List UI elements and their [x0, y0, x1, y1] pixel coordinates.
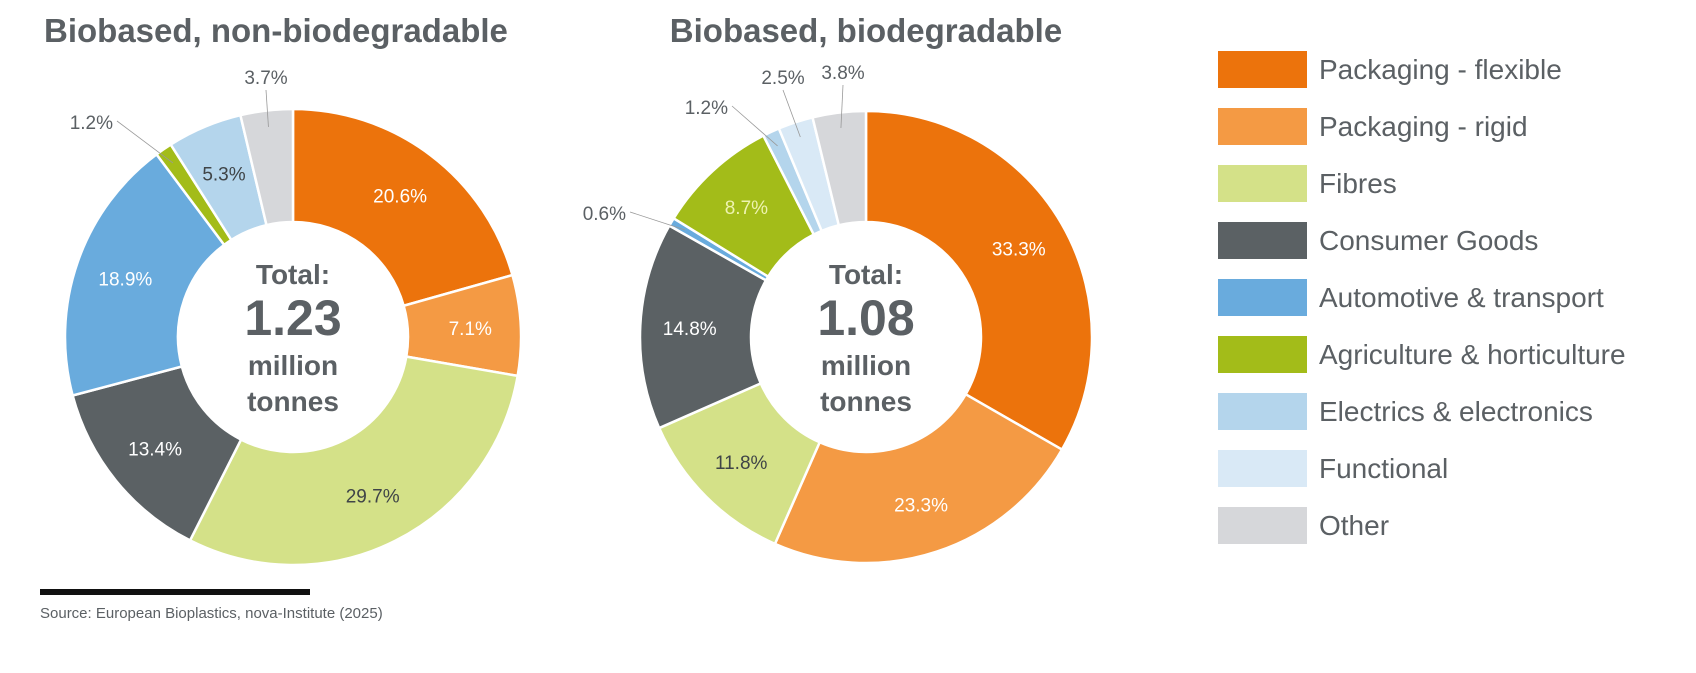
center-total-line-3: million — [248, 350, 338, 381]
slice-label: 29.7% — [346, 487, 400, 508]
chart-title-biodegradable: Biobased, biodegradable — [669, 12, 1063, 49]
legend-item: Consumer Goods — [1218, 222, 1626, 259]
center-total-line-2: 1.23 — [244, 290, 341, 346]
slice-label: 23.3% — [894, 496, 948, 517]
legend-item: Automotive & transport — [1218, 279, 1626, 316]
slice-label: 5.3% — [202, 164, 245, 185]
source-note: Source: European Bioplastics, nova-Insti… — [40, 605, 383, 622]
center-total-line-4: tonnes — [820, 386, 912, 417]
slice-label: 3.8% — [821, 63, 864, 84]
legend-label: Agriculture & horticulture — [1319, 338, 1626, 370]
legend-swatch — [1218, 450, 1307, 487]
slice-fibres — [188, 355, 520, 567]
slice-label: 13.4% — [128, 440, 182, 461]
legend-item: Agriculture & horticulture — [1218, 336, 1626, 373]
leader-line — [731, 105, 778, 147]
legend-swatch — [1218, 507, 1307, 544]
slice-packaging-flexible — [864, 109, 1094, 452]
legend-label: Electrics & electronics — [1319, 395, 1593, 427]
legend-swatch — [1218, 51, 1307, 88]
center-total-line-1: Total: — [256, 259, 330, 290]
legend-swatch — [1218, 393, 1307, 430]
slice-label: 7.1% — [449, 319, 492, 340]
legend-swatch — [1218, 336, 1307, 373]
center-total-line-3: million — [821, 350, 911, 381]
legend-label: Packaging - flexible — [1319, 53, 1562, 85]
chart-title-non-biodegradable: Biobased, non-biodegradable — [44, 12, 508, 49]
slice-label: 8.7% — [725, 198, 768, 219]
legend-item: Electrics & electronics — [1218, 393, 1626, 430]
slice-packaging-flexible — [291, 107, 514, 308]
legend-label: Packaging - rigid — [1319, 110, 1528, 142]
slice-packaging-rigid — [773, 392, 1064, 565]
legend-item: Other — [1218, 507, 1626, 544]
slice-other — [238, 107, 295, 227]
slice-consumer-goods — [638, 223, 768, 430]
center-total-line-2: 1.08 — [817, 290, 914, 346]
center-total-line-1: Total: — [829, 259, 903, 290]
legend-label: Functional — [1319, 452, 1449, 484]
slice-label: 1.2% — [685, 98, 728, 119]
legend-swatch — [1218, 108, 1307, 145]
slice-consumer-goods — [71, 364, 243, 543]
slice-label: 1.2% — [70, 113, 113, 134]
slice-automotive-transport — [63, 152, 226, 398]
slice-label: 3.7% — [244, 68, 287, 89]
source-divider — [40, 589, 310, 595]
donut-charts: 20.6% 7.1% 29.7% 13.4% 18.9% 1.2% 5.3% 3.7% Tota… — [63, 63, 1094, 567]
legend-item: Packaging - rigid — [1218, 108, 1626, 145]
slice-label: 2.5% — [761, 68, 804, 89]
slice-label: 11.8% — [715, 453, 768, 474]
slice-other — [811, 109, 868, 227]
legend-swatch — [1218, 279, 1307, 316]
legend-swatch — [1218, 165, 1307, 202]
leader-line — [782, 89, 801, 138]
legend: Packaging - flexible Packaging - rigid F… — [1218, 51, 1626, 564]
legend-item: Packaging - flexible — [1218, 51, 1626, 88]
legend-swatch — [1218, 222, 1307, 259]
leader-line — [265, 89, 269, 127]
slice-label: 0.6% — [583, 204, 626, 225]
legend-label: Consumer Goods — [1319, 224, 1539, 256]
legend-item: Fibres — [1218, 165, 1626, 202]
leader-line — [629, 211, 685, 231]
slice-label: 20.6% — [373, 186, 427, 207]
legend-label: Fibres — [1319, 167, 1397, 199]
legend-item: Functional — [1218, 450, 1626, 487]
leader-line — [116, 120, 174, 164]
center-total-line-4: tonnes — [247, 386, 339, 417]
slice-label: 33.3% — [992, 240, 1046, 261]
leader-line — [840, 84, 844, 129]
slice-label: 14.8% — [663, 319, 717, 340]
slice-label: 18.9% — [98, 270, 152, 291]
legend-label: Automotive & transport — [1319, 281, 1604, 313]
legend-label: Other — [1319, 509, 1390, 541]
